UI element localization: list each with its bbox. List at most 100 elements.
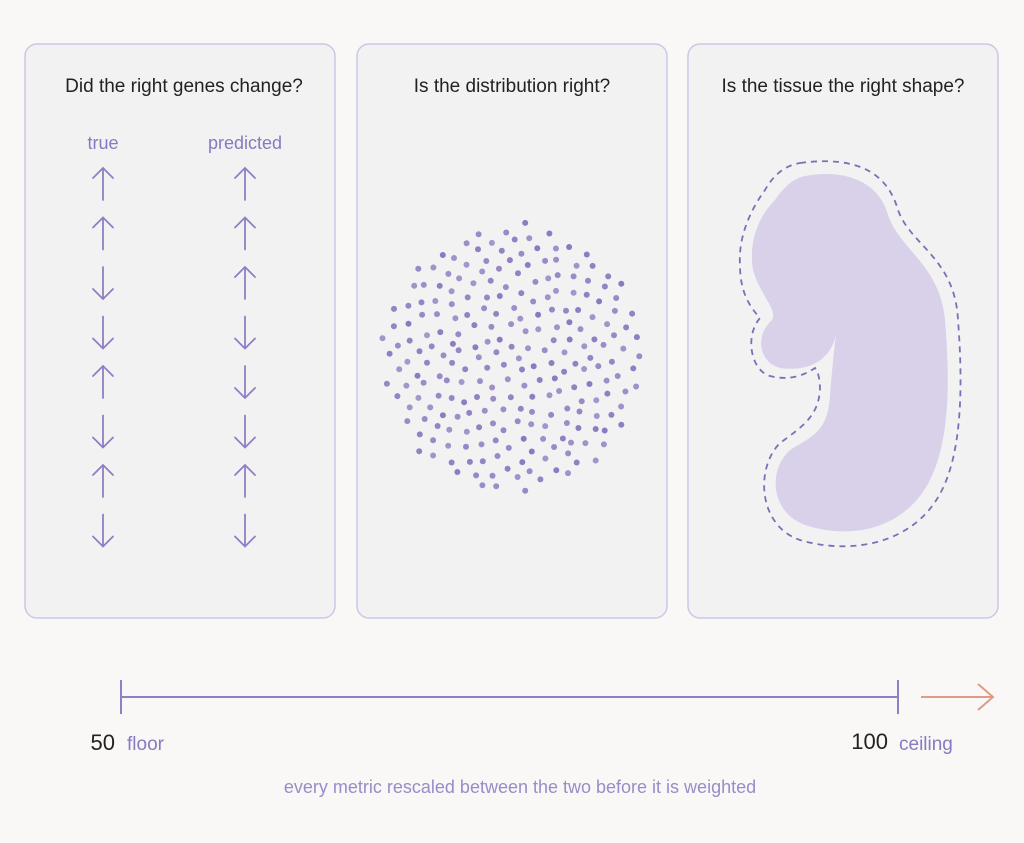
- dot: [551, 444, 558, 450]
- dot: [446, 426, 453, 433]
- dot: [559, 435, 566, 442]
- dot: [534, 245, 541, 252]
- dot: [421, 416, 428, 422]
- dot: [530, 363, 537, 370]
- dot: [526, 468, 533, 475]
- dot: [505, 444, 512, 451]
- arrow: [234, 265, 256, 300]
- dot: [489, 384, 496, 391]
- dot: [479, 268, 486, 275]
- dot: [440, 352, 447, 359]
- dot: [394, 342, 401, 349]
- dot: [478, 441, 485, 448]
- dot: [563, 420, 570, 426]
- dot: [623, 324, 630, 331]
- dot: [554, 272, 561, 279]
- dot: [508, 343, 515, 350]
- dot: [520, 435, 527, 442]
- dot: [448, 395, 455, 401]
- dot: [449, 359, 456, 366]
- dot: [591, 336, 598, 343]
- dot: [466, 409, 473, 416]
- arrow: [234, 513, 256, 548]
- dot: [488, 239, 495, 246]
- dot: [608, 411, 615, 418]
- arrow: [92, 513, 114, 548]
- dot: [391, 305, 397, 312]
- dot: [475, 231, 482, 238]
- dot: [536, 377, 543, 383]
- dot: [475, 354, 482, 361]
- dot: [502, 284, 509, 291]
- dot: [618, 403, 625, 410]
- dot: [506, 257, 513, 264]
- dot: [515, 355, 522, 362]
- dot: [430, 452, 437, 459]
- dot: [604, 390, 611, 397]
- dot: [496, 293, 503, 299]
- dot: [484, 338, 491, 345]
- dot: [394, 393, 401, 400]
- dot: [529, 393, 536, 400]
- dot: [424, 332, 430, 339]
- dot: [415, 394, 422, 401]
- dot: [549, 306, 555, 313]
- dot: [437, 329, 444, 336]
- dot: [463, 261, 470, 268]
- dot: [493, 483, 500, 490]
- dot: [462, 366, 469, 373]
- dot: [608, 358, 615, 365]
- panel: [24, 43, 336, 619]
- dot: [403, 382, 410, 389]
- dot: [404, 358, 411, 365]
- dot: [494, 453, 501, 459]
- arrow: [92, 216, 114, 251]
- dot: [477, 378, 483, 385]
- dot: [471, 322, 478, 329]
- dot: [604, 321, 611, 328]
- dot: [550, 337, 557, 344]
- column-label: true: [87, 133, 118, 153]
- dot: [630, 365, 637, 372]
- dot: [589, 262, 596, 269]
- dot: [427, 404, 434, 411]
- dot: [406, 404, 413, 411]
- dot: [572, 360, 579, 367]
- dot: [464, 294, 471, 301]
- dot: [484, 364, 491, 371]
- dot: [439, 252, 446, 258]
- dot: [613, 295, 620, 301]
- dot: [614, 373, 621, 379]
- dot: [496, 336, 503, 343]
- dot: [479, 458, 486, 465]
- panel-title: Is the distribution right?: [414, 76, 610, 97]
- dot: [571, 384, 578, 391]
- dot: [500, 361, 507, 368]
- dot: [472, 344, 479, 351]
- dot: [475, 246, 481, 253]
- dot: [595, 363, 602, 370]
- arrow: [234, 216, 256, 251]
- dot: [504, 465, 511, 472]
- dot: [390, 323, 397, 330]
- dot: [556, 388, 563, 394]
- dot: [553, 467, 560, 474]
- dot: [553, 256, 560, 263]
- dot: [546, 230, 553, 237]
- dot: [542, 257, 549, 264]
- dot: [570, 273, 577, 280]
- dot: [565, 450, 572, 457]
- arrow: [234, 365, 256, 400]
- dot: [542, 423, 549, 430]
- dot: [593, 413, 600, 419]
- dot: [416, 431, 423, 438]
- dot: [561, 349, 568, 356]
- dot: [503, 229, 510, 236]
- dot: [481, 407, 488, 414]
- dot: [592, 426, 599, 432]
- dot: [553, 287, 559, 294]
- dot: [618, 421, 625, 428]
- dot: [528, 421, 535, 428]
- scale-low-label: floor: [127, 734, 165, 755]
